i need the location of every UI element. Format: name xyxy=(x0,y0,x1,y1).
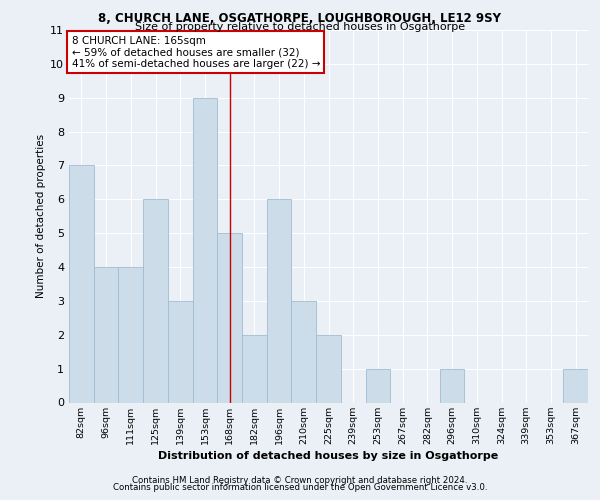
Bar xyxy=(242,335,267,402)
Bar xyxy=(292,301,316,402)
Bar xyxy=(365,368,390,402)
Bar xyxy=(118,267,143,402)
Bar xyxy=(217,233,242,402)
Text: 8, CHURCH LANE, OSGATHORPE, LOUGHBOROUGH, LE12 9SY: 8, CHURCH LANE, OSGATHORPE, LOUGHBOROUGH… xyxy=(98,12,502,26)
Text: 8 CHURCH LANE: 165sqm
← 59% of detached houses are smaller (32)
41% of semi-deta: 8 CHURCH LANE: 165sqm ← 59% of detached … xyxy=(71,36,320,69)
Text: Size of property relative to detached houses in Osgathorpe: Size of property relative to detached ho… xyxy=(135,22,465,32)
Bar xyxy=(563,368,588,402)
Bar xyxy=(94,267,118,402)
Text: Contains HM Land Registry data © Crown copyright and database right 2024.: Contains HM Land Registry data © Crown c… xyxy=(132,476,468,485)
Bar xyxy=(316,335,341,402)
Bar xyxy=(168,301,193,402)
Bar xyxy=(193,98,217,403)
X-axis label: Distribution of detached houses by size in Osgathorpe: Distribution of detached houses by size … xyxy=(158,450,499,460)
Bar xyxy=(267,200,292,402)
Y-axis label: Number of detached properties: Number of detached properties xyxy=(36,134,46,298)
Bar xyxy=(69,166,94,402)
Bar xyxy=(143,200,168,402)
Bar xyxy=(440,368,464,402)
Text: Contains public sector information licensed under the Open Government Licence v3: Contains public sector information licen… xyxy=(113,484,487,492)
